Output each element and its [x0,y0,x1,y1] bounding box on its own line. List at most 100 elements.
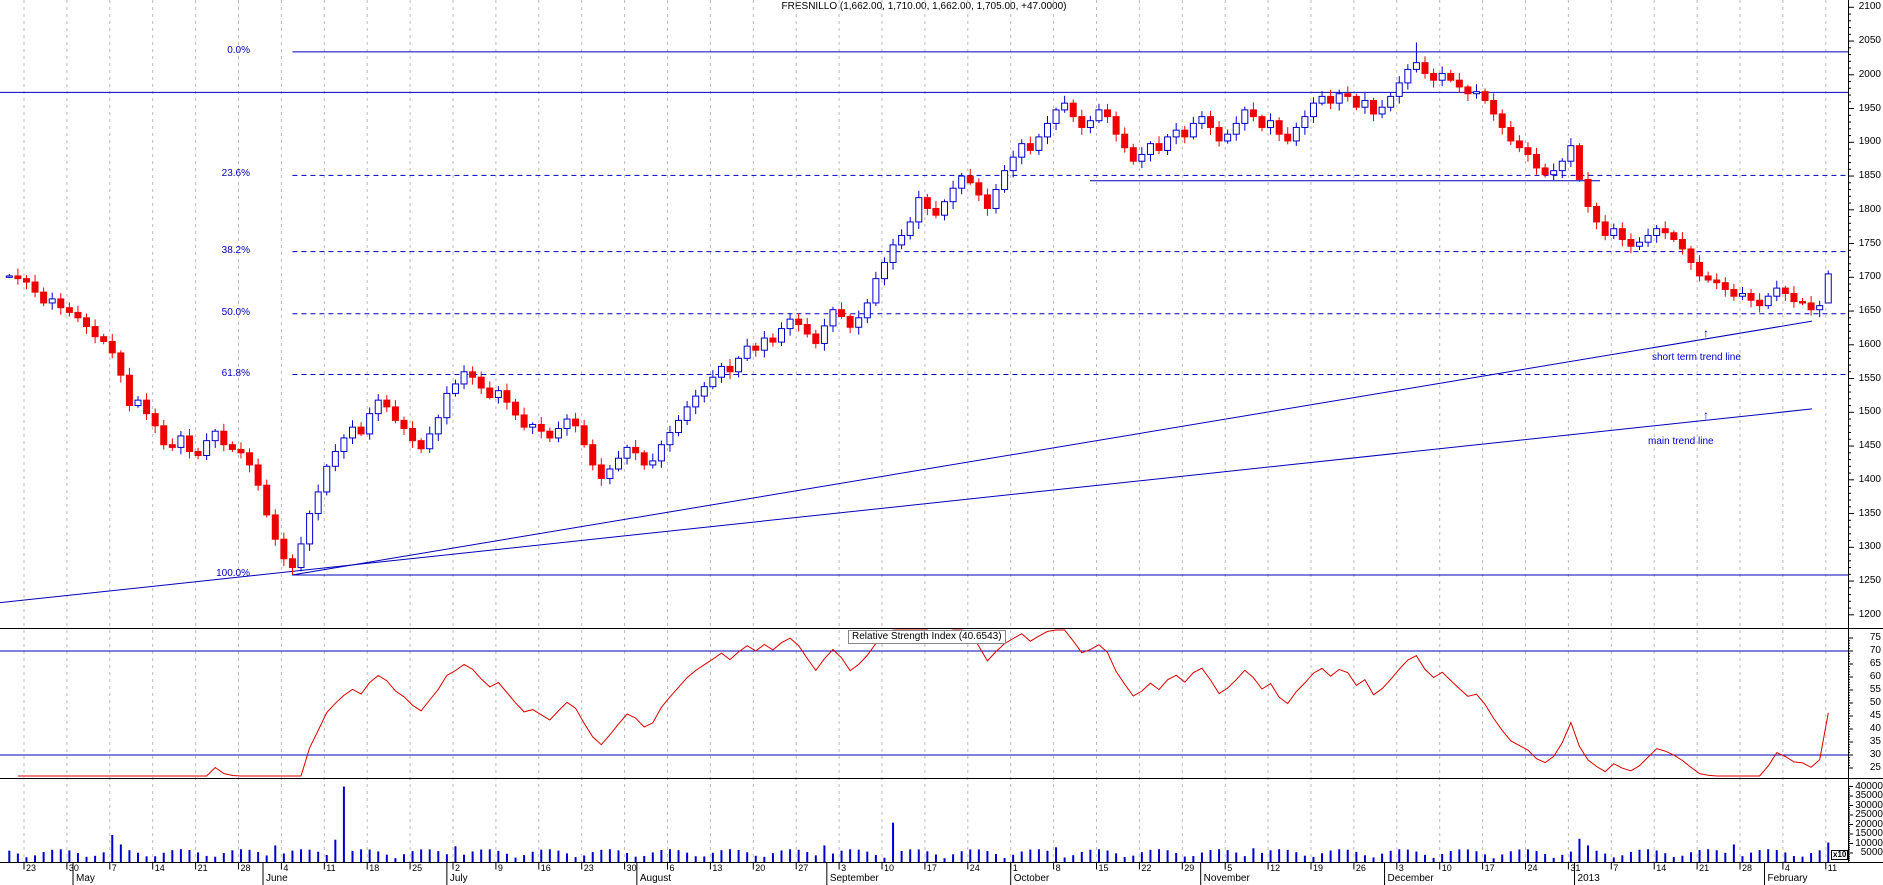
date-day-label: 26 [1355,863,1366,873]
volume-bar [1535,850,1538,863]
volume-bar [1321,853,1324,863]
candle [314,484,322,521]
candle [949,180,957,210]
volume-bar [1466,849,1469,863]
candle [752,342,760,357]
candle [1181,125,1189,144]
candle [263,479,271,518]
date-day-label: 16 [540,863,551,873]
volume-bar [548,849,551,863]
volume-bar [154,856,157,863]
volume-bar [1303,855,1306,863]
fib-level-label: 100.0% [216,567,250,579]
candle [1507,121,1515,145]
volume-bar [1278,849,1281,863]
candle [1790,286,1798,308]
date-day-label: 4 [1784,863,1790,873]
candle [537,417,545,439]
volume-bar [789,849,792,863]
candle [640,450,648,470]
volume-bar [514,857,517,863]
volume-bar [523,855,526,863]
date-day-label: 12 [1270,863,1281,873]
candle [211,428,219,448]
candle [941,199,949,221]
volume-bar [16,853,19,863]
candle [1267,113,1275,135]
candle [237,442,245,459]
volume-bar [600,849,603,863]
volume-bar [1672,856,1675,863]
candle [1447,69,1455,83]
candle [1395,76,1403,104]
volume-bar [179,849,182,863]
candle [1335,89,1343,111]
volume-axis-label: 25000 [1855,809,1883,820]
short-trend-arrow-icon: ↑ [1703,326,1709,340]
volume-bar [317,851,320,863]
candle [1472,84,1480,99]
date-day-label: 9 [497,863,503,873]
candle [254,458,262,491]
candle [958,172,966,195]
volume-bar [849,849,852,863]
volume-bar [1750,852,1753,863]
candle [1198,111,1206,130]
volume-bar [188,849,191,863]
rsi-axis-label: 30 [1869,749,1881,760]
candle [1498,109,1506,135]
candle [1533,147,1541,175]
volume-bar [239,849,242,863]
volume-bar [300,849,303,863]
volume-bar [917,849,920,863]
candle [1164,133,1172,156]
fib-level-label: 38.2% [221,244,250,256]
date-month-label: December [1387,873,1434,884]
candle [1387,92,1395,112]
candle [1301,110,1309,135]
candle [1292,122,1300,146]
volume-bar [1484,854,1487,863]
candle [623,444,631,465]
price-axis-label: 1500 [1858,406,1881,418]
candle [1309,97,1317,123]
candle [1438,66,1446,87]
chart-title: FRESNILLO (1,662.00, 1,710.00, 1,662.00,… [0,1,1848,12]
volume-bar [1200,852,1203,863]
volume-bar [437,851,440,863]
candle [306,510,314,551]
candle [1653,224,1661,243]
volume-bar [1415,851,1418,863]
candle [838,302,846,319]
volume-bar [119,844,122,863]
candle [185,428,193,459]
date-day-label: 20 [755,863,766,873]
rsi-axis-label: 55 [1869,684,1881,695]
candle [597,458,605,486]
volume-bar [428,849,431,863]
candle [855,310,863,335]
date-month-label: August [639,873,671,884]
rsi-axis-label: 45 [1869,710,1881,721]
candle [1610,223,1618,240]
candle [400,416,408,436]
volume-bar [1569,851,1572,863]
candles-layer [5,42,1832,575]
candle [469,366,477,385]
candle [1515,135,1523,153]
candle [349,420,356,445]
date-day-label: 7 [1613,863,1619,873]
volume-bar [385,854,388,863]
date-day-label: 21 [197,863,208,873]
volume-bar [85,856,88,863]
date-month-label: October [1013,873,1050,884]
date-day-label: 15 [1098,863,1109,873]
candle [100,333,108,345]
candle [1567,138,1575,167]
date-day-label: 1 [1012,863,1018,873]
chart-plot-area[interactable] [0,0,1848,863]
volume-bar [1526,849,1529,863]
candle [1730,283,1738,301]
volume-bar [480,849,483,863]
